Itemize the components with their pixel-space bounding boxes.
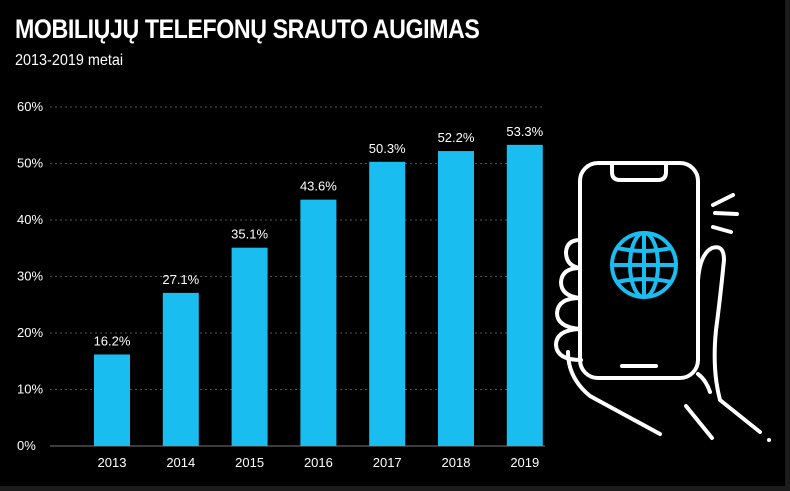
y-tick-label: 0% <box>17 438 36 453</box>
y-axis-ticks: 0% 10% 20% 30% 40% 50% 60% <box>17 99 43 453</box>
bar-2015 <box>231 247 268 446</box>
bar-2016 <box>300 199 337 446</box>
x-axis-ticks: 2013 2014 2015 2016 2017 2018 2019 <box>98 455 540 470</box>
x-tick-label: 2018 <box>442 455 471 470</box>
value-label: 50.3% <box>369 141 406 156</box>
y-tick-label: 40% <box>17 212 43 227</box>
bar-2013 <box>94 354 130 446</box>
y-tick-label: 10% <box>17 382 43 397</box>
bar-2017 <box>369 161 406 446</box>
bars <box>94 144 543 447</box>
globe-icon <box>610 231 678 299</box>
x-tick-label: 2016 <box>304 455 333 470</box>
bar-2019 <box>506 144 543 447</box>
x-tick-label: 2015 <box>235 455 264 470</box>
bar-2018 <box>438 151 474 446</box>
value-labels: 16.2% 27.1% 35.1% 43.6% 50.3% 52.2% 53.3% <box>94 124 544 349</box>
bar-2014 <box>162 292 199 446</box>
x-tick-label: 2014 <box>166 455 195 470</box>
y-tick-label: 30% <box>17 269 43 284</box>
y-tick-label: 50% <box>17 156 43 171</box>
value-label: 53.3% <box>506 124 543 139</box>
x-tick-label: 2013 <box>98 455 127 470</box>
x-tick-label: 2019 <box>510 455 539 470</box>
y-tick-label: 20% <box>17 325 43 340</box>
value-label: 52.2% <box>438 130 475 145</box>
chart-subtitle: 2013-2019 metai <box>15 52 124 69</box>
value-label: 43.6% <box>300 179 337 194</box>
value-label: 27.1% <box>162 272 199 287</box>
x-tick-label: 2017 <box>373 455 402 470</box>
dot-icon <box>767 438 771 442</box>
value-label: 35.1% <box>231 227 268 242</box>
chart-title: MOBILIŲJŲ TELEFONŲ SRAUTO AUGIMAS <box>15 14 480 44</box>
value-label: 16.2% <box>94 333 131 348</box>
y-tick-label: 60% <box>17 99 43 114</box>
hand-holding-phone-icon <box>554 161 762 440</box>
